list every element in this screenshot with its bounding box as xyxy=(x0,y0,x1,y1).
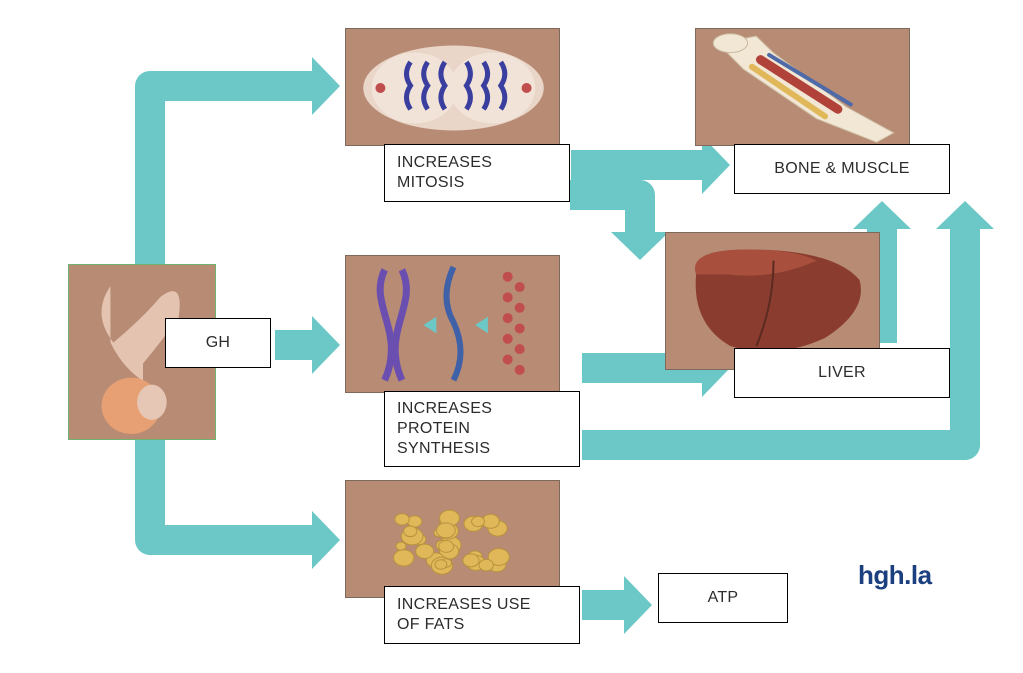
gh-to-fats-seg xyxy=(150,525,312,555)
mitosis-to-liver-down-seg xyxy=(570,180,640,210)
gh-to-mitosis-head xyxy=(312,57,340,115)
protein-to-bone-right-seg xyxy=(582,430,965,460)
watermark-text: hgh.la xyxy=(858,560,932,591)
gh-to-protein-seg xyxy=(275,330,312,360)
gh-to-mitosis-seg xyxy=(150,71,312,101)
mitosis-to-bone-seg xyxy=(571,150,702,180)
gh-to-protein-head xyxy=(312,316,340,374)
mitosis-image xyxy=(345,28,560,146)
liver-label-text: LIVER xyxy=(818,363,866,383)
mitosis-to-liver-down-seg xyxy=(625,195,655,232)
mitosis-to-liver-down-head xyxy=(611,232,669,260)
mitosis-label: INCREASES MITOSIS xyxy=(384,144,570,202)
protein-label: INCREASES PROTEIN SYNTHESIS xyxy=(384,391,580,467)
diagram-stage: GH INCREASES MITOSIS INCREASES PROTEIN S… xyxy=(0,0,1023,673)
protein-label-text: INCREASES PROTEIN SYNTHESIS xyxy=(397,399,492,459)
gh-to-fats-head xyxy=(312,511,340,569)
bone-muscle-image xyxy=(695,28,910,146)
atp-label-text: ATP xyxy=(708,588,739,608)
gh-label-text: GH xyxy=(206,333,231,353)
protein-to-bone-right-seg xyxy=(950,229,980,445)
protein-to-bone-right-head xyxy=(936,201,994,229)
bone-muscle-label: BONE & MUSCLE xyxy=(734,144,950,194)
fats-image xyxy=(345,480,560,598)
atp-label: ATP xyxy=(658,573,788,623)
gh-label: GH xyxy=(165,318,271,368)
bone-label-text: BONE & MUSCLE xyxy=(774,159,910,179)
mitosis-label-text: INCREASES MITOSIS xyxy=(397,153,492,193)
fats-to-atp-seg xyxy=(582,590,624,620)
fats-label-text: INCREASES USE OF FATS xyxy=(397,595,531,635)
fats-to-atp-head xyxy=(624,576,652,634)
protein-synthesis-image xyxy=(345,255,560,393)
fats-label: INCREASES USE OF FATS xyxy=(384,586,580,644)
liver-to-bone-up-head xyxy=(853,201,911,229)
liver-label: LIVER xyxy=(734,348,950,398)
